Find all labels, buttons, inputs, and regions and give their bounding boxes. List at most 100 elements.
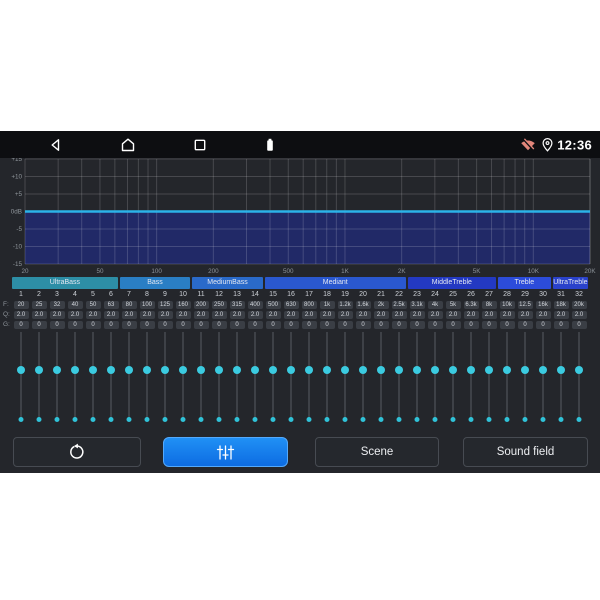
slider-thumb[interactable] bbox=[89, 366, 97, 374]
band-slider[interactable] bbox=[48, 332, 66, 427]
slider-track[interactable] bbox=[578, 332, 580, 417]
band-slider[interactable] bbox=[408, 332, 426, 427]
slider-track[interactable] bbox=[362, 332, 364, 417]
slider-thumb[interactable] bbox=[359, 366, 367, 374]
slider-track[interactable] bbox=[506, 332, 508, 417]
band-slider[interactable] bbox=[192, 332, 210, 427]
slider-track[interactable] bbox=[524, 332, 526, 417]
slider-thumb[interactable] bbox=[251, 366, 259, 374]
slider-track[interactable] bbox=[344, 332, 346, 417]
slider-track[interactable] bbox=[290, 332, 292, 417]
back-icon[interactable] bbox=[48, 137, 64, 153]
band-slider[interactable] bbox=[210, 332, 228, 427]
band-slider[interactable] bbox=[318, 332, 336, 427]
slider-thumb[interactable] bbox=[521, 366, 529, 374]
slider-thumb[interactable] bbox=[377, 366, 385, 374]
band-slider[interactable] bbox=[300, 332, 318, 427]
sound-field-button[interactable]: Sound field bbox=[463, 437, 588, 467]
slider-thumb[interactable] bbox=[467, 366, 475, 374]
band-slider[interactable] bbox=[12, 332, 30, 427]
slider-track[interactable] bbox=[164, 332, 166, 417]
band-slider[interactable] bbox=[228, 332, 246, 427]
slider-thumb[interactable] bbox=[503, 366, 511, 374]
slider-track[interactable] bbox=[38, 332, 40, 417]
band-slider[interactable] bbox=[246, 332, 264, 427]
slider-thumb[interactable] bbox=[71, 366, 79, 374]
band-slider[interactable] bbox=[84, 332, 102, 427]
reset-button[interactable] bbox=[13, 437, 141, 467]
slider-thumb[interactable] bbox=[341, 366, 349, 374]
slider-thumb[interactable] bbox=[179, 366, 187, 374]
band-slider[interactable] bbox=[30, 332, 48, 427]
slider-thumb[interactable] bbox=[125, 366, 133, 374]
slider-track[interactable] bbox=[146, 332, 148, 417]
band-slider[interactable] bbox=[462, 332, 480, 427]
slider-track[interactable] bbox=[110, 332, 112, 417]
band-slider[interactable] bbox=[354, 332, 372, 427]
band-slider[interactable] bbox=[570, 332, 588, 427]
slider-track[interactable] bbox=[218, 332, 220, 417]
slider-track[interactable] bbox=[560, 332, 562, 417]
slider-thumb[interactable] bbox=[431, 366, 439, 374]
slider-thumb[interactable] bbox=[539, 366, 547, 374]
band-slider[interactable] bbox=[138, 332, 156, 427]
band-group-mediumbass[interactable]: MediumBass bbox=[192, 277, 263, 289]
slider-track[interactable] bbox=[272, 332, 274, 417]
band-group-mediant[interactable]: Mediant bbox=[264, 277, 406, 289]
slider-track[interactable] bbox=[380, 332, 382, 417]
band-slider[interactable] bbox=[534, 332, 552, 427]
slider-thumb[interactable] bbox=[161, 366, 169, 374]
slider-thumb[interactable] bbox=[395, 366, 403, 374]
slider-track[interactable] bbox=[416, 332, 418, 417]
band-slider[interactable] bbox=[282, 332, 300, 427]
slider-track[interactable] bbox=[20, 332, 22, 417]
slider-thumb[interactable] bbox=[413, 366, 421, 374]
band-group-treble[interactable]: Treble bbox=[497, 277, 551, 289]
band-slider[interactable] bbox=[336, 332, 354, 427]
slider-track[interactable] bbox=[74, 332, 76, 417]
slider-thumb[interactable] bbox=[233, 366, 241, 374]
slider-thumb[interactable] bbox=[197, 366, 205, 374]
slider-track[interactable] bbox=[56, 332, 58, 417]
slider-track[interactable] bbox=[308, 332, 310, 417]
band-slider[interactable] bbox=[66, 332, 84, 427]
slider-track[interactable] bbox=[92, 332, 94, 417]
band-group-ultratreble[interactable]: UltraTreble bbox=[552, 277, 588, 289]
equalizer-button[interactable] bbox=[163, 437, 288, 467]
band-slider[interactable] bbox=[174, 332, 192, 427]
slider-track[interactable] bbox=[488, 332, 490, 417]
slider-track[interactable] bbox=[470, 332, 472, 417]
slider-thumb[interactable] bbox=[557, 366, 565, 374]
slider-thumb[interactable] bbox=[107, 366, 115, 374]
band-group-bass[interactable]: Bass bbox=[119, 277, 191, 289]
scene-button[interactable]: Scene bbox=[315, 437, 439, 467]
slider-thumb[interactable] bbox=[215, 366, 223, 374]
band-slider[interactable] bbox=[552, 332, 570, 427]
slider-track[interactable] bbox=[452, 332, 454, 417]
slider-thumb[interactable] bbox=[35, 366, 43, 374]
slider-track[interactable] bbox=[182, 332, 184, 417]
slider-track[interactable] bbox=[326, 332, 328, 417]
recents-icon[interactable] bbox=[192, 137, 208, 153]
slider-track[interactable] bbox=[398, 332, 400, 417]
band-slider[interactable] bbox=[372, 332, 390, 427]
band-slider[interactable] bbox=[480, 332, 498, 427]
band-slider[interactable] bbox=[516, 332, 534, 427]
slider-thumb[interactable] bbox=[269, 366, 277, 374]
slider-thumb[interactable] bbox=[287, 366, 295, 374]
band-slider[interactable] bbox=[264, 332, 282, 427]
band-slider[interactable] bbox=[120, 332, 138, 427]
slider-thumb[interactable] bbox=[143, 366, 151, 374]
slider-track[interactable] bbox=[128, 332, 130, 417]
slider-thumb[interactable] bbox=[485, 366, 493, 374]
slider-track[interactable] bbox=[200, 332, 202, 417]
band-slider[interactable] bbox=[444, 332, 462, 427]
band-group-ultrabass[interactable]: UltraBass bbox=[12, 277, 118, 289]
slider-thumb[interactable] bbox=[53, 366, 61, 374]
band-slider[interactable] bbox=[156, 332, 174, 427]
slider-track[interactable] bbox=[254, 332, 256, 417]
slider-thumb[interactable] bbox=[449, 366, 457, 374]
slider-thumb[interactable] bbox=[323, 366, 331, 374]
home-icon[interactable] bbox=[120, 137, 136, 153]
slider-thumb[interactable] bbox=[305, 366, 313, 374]
